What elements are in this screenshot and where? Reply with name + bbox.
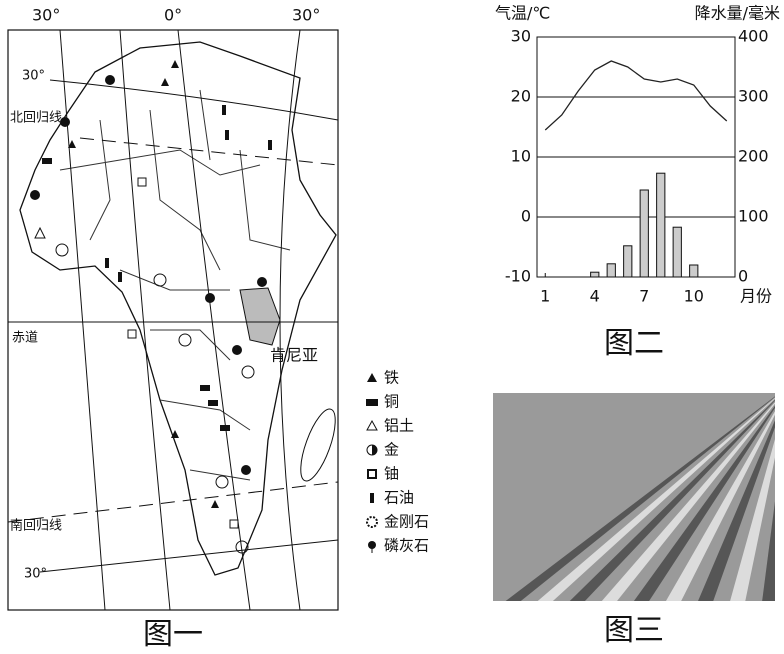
- photo-stripe: [762, 501, 775, 601]
- resource-symbols: [30, 60, 272, 508]
- photo-stripe: [505, 396, 775, 601]
- lat-label: 赤道: [12, 331, 38, 346]
- x-tick-label: 4: [590, 287, 600, 306]
- y2-axis-title: 降水量/毫米: [695, 4, 780, 23]
- photo-stripe: [665, 411, 775, 601]
- bar: [606, 263, 616, 278]
- y2-tick-label: 400: [738, 27, 769, 46]
- x-tick-label: 10: [684, 287, 704, 306]
- y-tick-label: 10: [511, 147, 531, 166]
- y2-tick-label: 0: [738, 267, 748, 286]
- legend-label: 金: [384, 441, 399, 459]
- caption: 图三: [604, 613, 664, 648]
- legend-symbol: [370, 493, 374, 503]
- caption: 图二: [604, 326, 664, 361]
- legend-label: 铜: [384, 393, 399, 411]
- bar: [672, 226, 682, 278]
- madagascar: [300, 408, 336, 482]
- lon-label: 0°: [164, 6, 182, 25]
- x-tick-label: 7: [639, 287, 649, 306]
- photo-stripe: [537, 397, 775, 601]
- caption: 图一: [143, 617, 203, 652]
- legend-label: 金刚石: [384, 513, 429, 531]
- bar: [639, 189, 649, 278]
- kenya: [239, 287, 281, 346]
- lat-label: 南回归线: [10, 518, 62, 534]
- y-tick-label: -10: [505, 267, 531, 286]
- tropic-line: [7, 481, 339, 523]
- bar: [623, 245, 633, 278]
- legend-symbol: [366, 516, 378, 528]
- legend-label: 铁: [384, 369, 399, 387]
- lat-label: 北回归线: [10, 111, 62, 126]
- map: 30° 0° 30° 30° 北回归线 赤道 南回归线 30° 肯尼亚 图一 铁…: [7, 6, 429, 652]
- legend-label: 铀: [384, 465, 399, 483]
- x-tick-label: 1: [540, 287, 550, 306]
- line: [544, 60, 728, 131]
- legend-label: 磷灰石: [384, 537, 429, 555]
- resource-symbols-outline: [34, 177, 255, 554]
- photo-stripe: [601, 402, 775, 601]
- africa-outline: [19, 41, 337, 576]
- borders: [59, 89, 291, 481]
- country-label: 肯尼亚: [270, 346, 318, 365]
- legend-symbol: [367, 373, 377, 382]
- graticule: [8, 29, 339, 611]
- photo-stripe: [633, 405, 775, 601]
- legend-symbol: [367, 469, 377, 479]
- photo-stripe: [698, 420, 775, 601]
- y-axis-title: 气温/℃: [495, 4, 550, 23]
- y-tick-label: 0: [521, 207, 531, 226]
- legend-label: 铝土: [384, 417, 414, 435]
- y-tick-label: 20: [511, 87, 531, 106]
- legend-symbol: [368, 541, 376, 549]
- photo-stripe: [730, 439, 775, 601]
- bar: [656, 172, 666, 278]
- lon-label: 30°: [292, 6, 320, 25]
- lat-label: 30°: [22, 69, 45, 84]
- y2-tick-label: 200: [738, 147, 769, 166]
- lon-label: 30°: [32, 6, 60, 25]
- bar: [689, 264, 699, 278]
- photo-stripe: [569, 399, 775, 601]
- y2-tick-label: 300: [738, 87, 769, 106]
- y-tick-label: 30: [511, 27, 531, 46]
- legend-symbol: [366, 419, 378, 431]
- legend-symbol: [372, 445, 377, 455]
- x-axis-title: 月份: [740, 287, 772, 306]
- bar: [590, 271, 600, 278]
- legend-label: 石油: [384, 489, 414, 507]
- photo: [493, 393, 775, 601]
- lat-label: 30°: [24, 567, 47, 582]
- y2-tick-label: 100: [738, 207, 769, 226]
- legend-symbol: [366, 399, 378, 406]
